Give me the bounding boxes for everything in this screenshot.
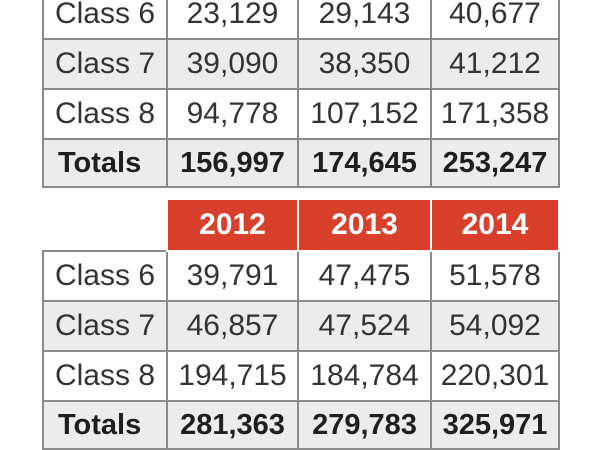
- cell-value: 41,212: [430, 38, 560, 90]
- table-row: Class 6 23,129 29,143 40,677: [42, 0, 560, 40]
- column-header: 2013: [297, 198, 432, 252]
- total-value: 156,997: [166, 138, 299, 188]
- row-label: Totals: [42, 138, 168, 188]
- row-label: Totals: [42, 400, 168, 450]
- cell-value: 39,090: [166, 38, 299, 90]
- cell-value: 40,677: [430, 0, 560, 40]
- cell-value: 220,301: [430, 350, 560, 402]
- header-row: 2012 2013 2014: [43, 198, 560, 252]
- cell-value: 47,524: [297, 300, 432, 352]
- row-label: Class 6: [42, 0, 168, 40]
- row-label: Class 8: [42, 88, 168, 140]
- row-label: Class 7: [42, 38, 168, 90]
- cell-value: 184,784: [297, 350, 432, 402]
- column-header: 2012: [166, 198, 299, 252]
- totals-row: Totals 156,997 174,645 253,247: [42, 138, 560, 188]
- cell-value: 47,475: [297, 250, 432, 302]
- table-row: Class 8 94,778 107,152 171,358: [42, 88, 560, 140]
- total-value: 174,645: [297, 138, 432, 188]
- cell-value: 94,778: [166, 88, 299, 140]
- cell-value: 46,857: [166, 300, 299, 352]
- total-value: 281,363: [166, 400, 299, 450]
- total-value: 253,247: [430, 138, 560, 188]
- row-label: Class 7: [42, 300, 168, 352]
- cell-value: 29,143: [297, 0, 432, 40]
- header-blank-cell: [43, 199, 167, 251]
- cell-value: 54,092: [430, 300, 560, 352]
- cell-value: 39,791: [166, 250, 299, 302]
- totals-row: Totals 281,363 279,783 325,971: [42, 400, 560, 450]
- row-label: Class 6: [42, 250, 168, 302]
- row-label: Class 8: [42, 350, 168, 402]
- column-header: 2014: [430, 198, 560, 252]
- cell-value: 38,350: [297, 38, 432, 90]
- total-value: 325,971: [430, 400, 560, 450]
- table-row: Class 7 46,857 47,524 54,092: [42, 300, 560, 352]
- cell-value: 51,578: [430, 250, 560, 302]
- cell-value: 23,129: [166, 0, 299, 40]
- total-value: 279,783: [297, 400, 432, 450]
- top-table: Class 6 23,129 29,143 40,677 Class 7 39,…: [42, 0, 560, 188]
- cell-value: 107,152: [297, 88, 432, 140]
- cell-value: 194,715: [166, 350, 299, 402]
- cell-value: 171,358: [430, 88, 560, 140]
- bottom-table: 2012 2013 2014 Class 6 39,791 47,475 51,…: [42, 198, 560, 450]
- table-row: Class 6 39,791 47,475 51,578: [42, 250, 560, 302]
- table-row: Class 8 194,715 184,784 220,301: [42, 350, 560, 402]
- table-row: Class 7 39,090 38,350 41,212: [42, 38, 560, 90]
